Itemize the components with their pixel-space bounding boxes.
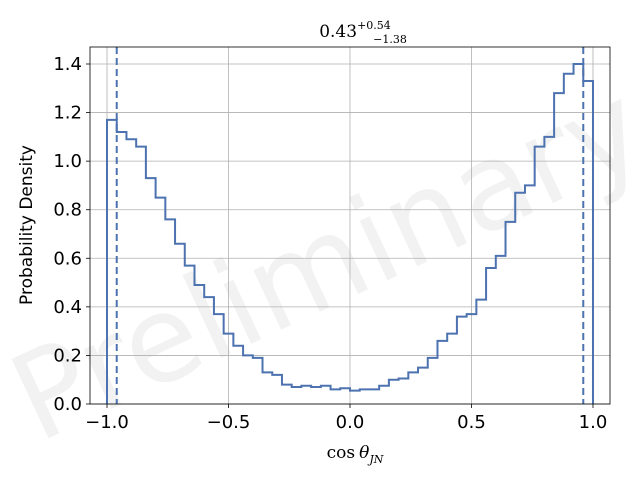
x-tick-label: 1.0 bbox=[579, 412, 608, 433]
y-tick-label: 1.0 bbox=[53, 151, 82, 172]
x-axis-label: cos θJN bbox=[327, 443, 384, 466]
title-lower-error: −1.38 bbox=[373, 33, 407, 46]
y-tick-label: 0.4 bbox=[53, 297, 82, 318]
y-tick-label: 0.6 bbox=[53, 248, 82, 269]
y-tick-label: 0.8 bbox=[53, 200, 82, 221]
y-tick-label: 0.2 bbox=[53, 345, 82, 366]
y-tick-label: 0.0 bbox=[53, 394, 82, 415]
interval-lines bbox=[115, 47, 585, 404]
x-tick-label: −1.0 bbox=[85, 412, 129, 433]
y-axis: 0.0 0.2 0.4 0.6 0.8 1.0 1.2 1.4 bbox=[53, 54, 90, 415]
chart-title: 0.43+0.54 −1.38 bbox=[319, 19, 407, 46]
preliminary-watermark: Preliminary bbox=[0, 57, 640, 469]
x-tick-label: 0.5 bbox=[457, 412, 486, 433]
x-tick-label: 0.0 bbox=[336, 412, 365, 433]
x-axis-label-func: cos bbox=[327, 443, 355, 463]
x-axis-label-symbol: θ bbox=[359, 443, 369, 463]
title-median: 0.43 bbox=[319, 22, 357, 42]
y-tick-label: 1.4 bbox=[53, 54, 82, 75]
histogram-step-line bbox=[106, 63, 594, 404]
title-upper-error: +0.54 bbox=[357, 19, 391, 32]
x-axis: −1.0 −0.5 0.0 0.5 1.0 bbox=[85, 404, 607, 433]
x-axis-label-subscript: JN bbox=[367, 453, 383, 466]
y-axis-label: Probability Density bbox=[17, 145, 37, 305]
y-tick-label: 1.2 bbox=[53, 103, 82, 124]
x-tick-label: −0.5 bbox=[207, 412, 251, 433]
